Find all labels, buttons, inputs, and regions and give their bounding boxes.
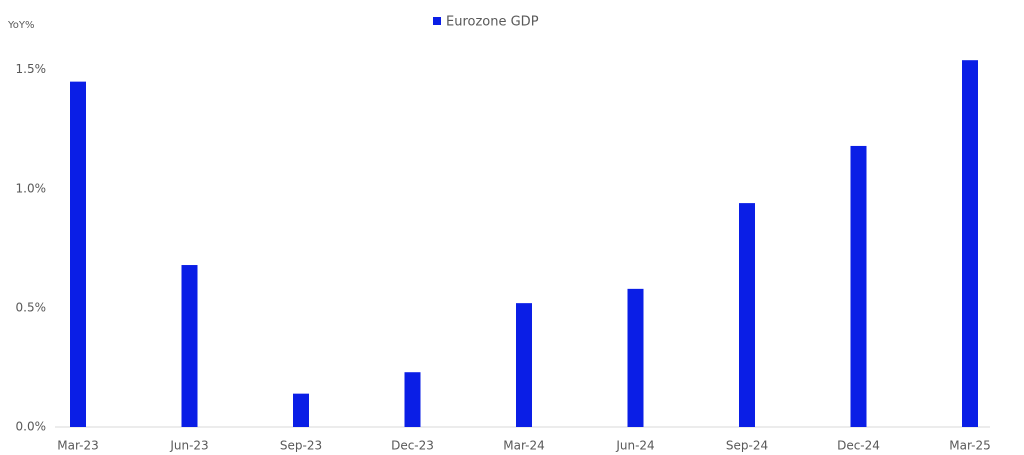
x-tick-label: Mar-24 bbox=[503, 439, 544, 453]
y-tick-label: 1.0% bbox=[16, 181, 47, 195]
bar bbox=[850, 145, 867, 428]
bar bbox=[70, 81, 86, 428]
y-tick-label: 0.0% bbox=[16, 420, 47, 434]
x-tick-label: Sep-23 bbox=[280, 439, 322, 453]
x-tick-label: Dec-23 bbox=[391, 439, 434, 453]
x-tick-label: Dec-24 bbox=[837, 439, 880, 453]
bar bbox=[627, 288, 644, 427]
y-axis-label: YoY% bbox=[7, 20, 35, 31]
y-tick-label: 1.5% bbox=[16, 62, 47, 76]
bar bbox=[404, 372, 421, 427]
bar bbox=[516, 303, 532, 427]
x-tick-label: Sep-24 bbox=[726, 439, 768, 453]
x-tick-label: Mar-25 bbox=[949, 439, 990, 453]
bar bbox=[293, 393, 309, 427]
bar bbox=[181, 265, 198, 427]
legend-label: Eurozone GDP bbox=[446, 15, 539, 30]
x-tick-label: Jun-24 bbox=[615, 439, 654, 453]
x-tick-label: Jun-23 bbox=[169, 439, 208, 453]
legend-swatch bbox=[433, 17, 441, 25]
y-tick-label: 0.5% bbox=[16, 300, 47, 314]
bar bbox=[962, 60, 978, 427]
x-tick-label: Mar-23 bbox=[57, 439, 98, 453]
bar bbox=[739, 203, 755, 427]
